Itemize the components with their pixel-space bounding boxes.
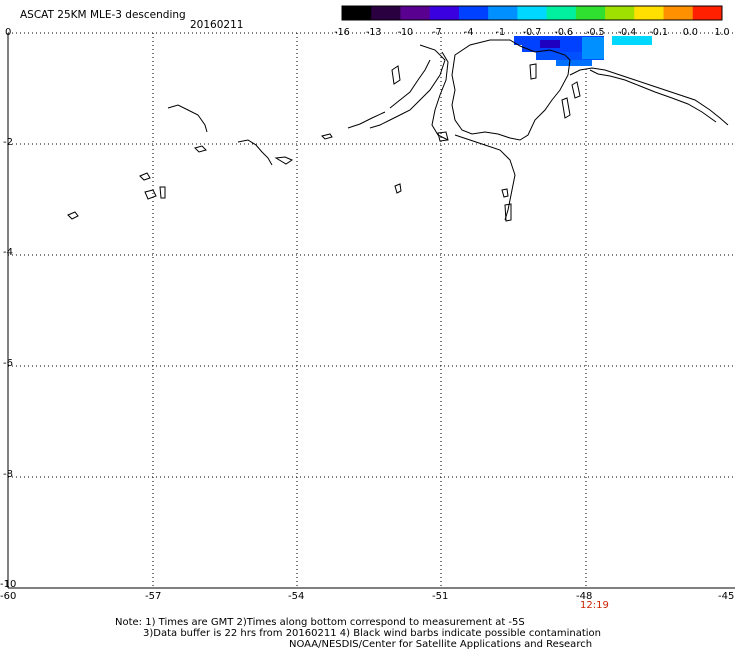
note-line: 3)Data buffer is 22 hrs from 20160211 4)… bbox=[143, 628, 601, 639]
colorbar-swatch bbox=[605, 6, 635, 20]
note-line: Note: 1) Times are GMT 2)Times along bot… bbox=[115, 617, 525, 628]
y-tick-label: -6 bbox=[3, 358, 13, 369]
colorbar-swatch bbox=[634, 6, 665, 20]
scatterometer-swath bbox=[514, 36, 652, 66]
x-tick-label: -57 bbox=[145, 591, 162, 602]
colorbar: -16 -13 -10 -7 -4 -1 -0.7 -0.6 -0.5 -0.4 -0.1 0.0 1.… bbox=[334, 5, 730, 38]
swath-cell bbox=[582, 37, 604, 59]
colorbar-label: -10 bbox=[398, 27, 414, 38]
colorbar-label: -0.5 bbox=[586, 27, 605, 38]
colorbar-swatch bbox=[488, 6, 518, 20]
colorbar-swatch bbox=[429, 6, 460, 20]
note-line: NOAA/NESDIS/Center for Satellite Applica… bbox=[289, 639, 593, 650]
colorbar-label: 0.0 bbox=[683, 27, 698, 38]
x-tick-label: -54 bbox=[288, 591, 305, 602]
colorbar-swatch bbox=[663, 6, 694, 20]
time-label: 12:19 bbox=[580, 600, 609, 611]
colorbar-swatch bbox=[517, 6, 548, 20]
colorbar-label: -0.6 bbox=[554, 27, 573, 38]
swath-cell bbox=[612, 36, 652, 45]
y-tick-label: -4 bbox=[3, 247, 13, 258]
y-tick-label: -2 bbox=[3, 137, 13, 148]
y-tick-label: -10 bbox=[0, 579, 17, 590]
colorbar-label: -0.1 bbox=[649, 27, 668, 38]
x-tick-label: -48 bbox=[576, 591, 593, 602]
x-tick-label: -45 bbox=[718, 591, 735, 602]
colorbar-label: 1.0 bbox=[714, 27, 729, 38]
colorbar-frame bbox=[341, 5, 723, 21]
swath-cell bbox=[536, 52, 604, 60]
swath-cell bbox=[522, 45, 604, 52]
colorbar-swatch bbox=[692, 6, 723, 20]
plot-frame bbox=[7, 33, 735, 589]
x-tick-label: -51 bbox=[432, 591, 449, 602]
colorbar-swatch bbox=[371, 6, 401, 20]
colorbar-label: -13 bbox=[366, 27, 382, 38]
colorbar-swatch bbox=[546, 6, 577, 20]
colorbar-swatch bbox=[575, 6, 606, 20]
x-tick-label: -60 bbox=[0, 591, 17, 602]
map-date: 20160211 bbox=[190, 19, 244, 31]
swath-cell bbox=[540, 40, 560, 48]
coastline bbox=[67, 39, 729, 222]
colorbar-swatch bbox=[342, 6, 372, 20]
y-tick-label: 0 bbox=[5, 27, 12, 38]
grid-lines bbox=[8, 32, 735, 588]
swath-cell bbox=[556, 60, 592, 66]
map-title: ASCAT 25KM MLE-3 descending bbox=[20, 9, 186, 21]
colorbar-swatch bbox=[400, 6, 431, 20]
colorbar-label: -0.4 bbox=[618, 27, 637, 38]
colorbar-label: -16 bbox=[334, 27, 350, 38]
colorbar-swatch bbox=[458, 6, 489, 20]
y-tick-label: -8 bbox=[3, 469, 13, 480]
